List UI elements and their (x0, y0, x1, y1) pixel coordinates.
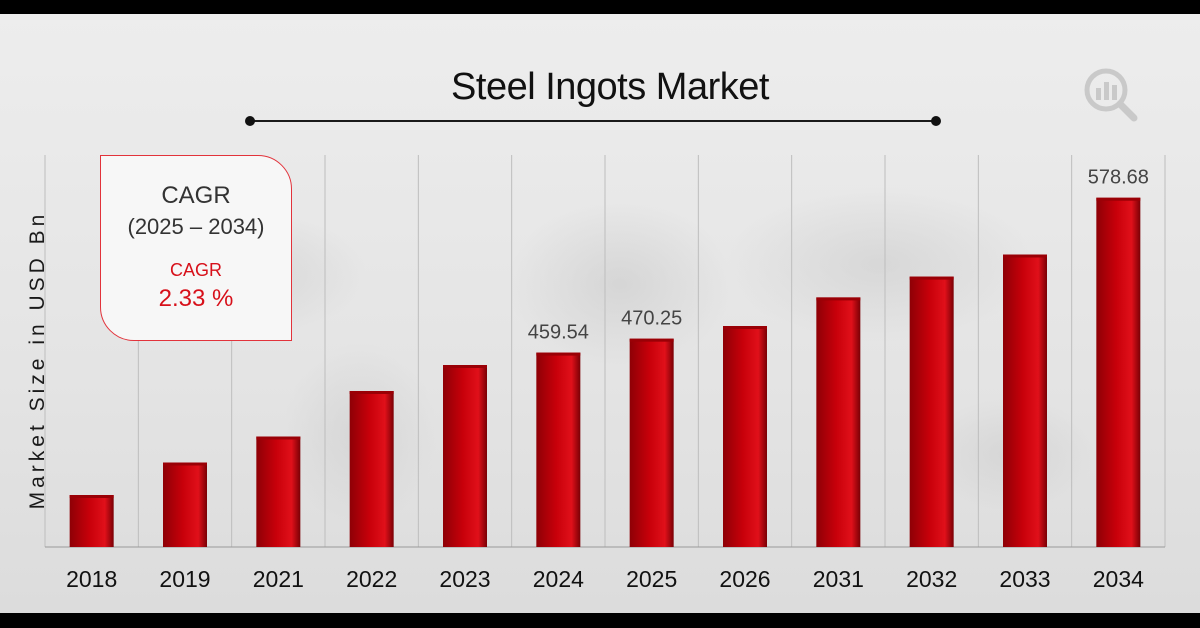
x-tick-label: 2032 (906, 566, 957, 592)
cagr-callout: CAGR (2025 – 2034) CAGR 2.33 % (100, 155, 292, 341)
chart-title: Steel Ingots Market (451, 66, 769, 108)
x-tick-label: 2023 (439, 566, 490, 592)
bar-2032 (909, 276, 954, 547)
x-tick-label: 2034 (1093, 566, 1144, 592)
cagr-value: 2.33 % (158, 285, 234, 312)
bar-top-2026 (723, 326, 767, 329)
data-label-2025: 470.25 (621, 308, 682, 330)
cagr-title: CAGR (161, 182, 231, 209)
x-tick-label: 2025 (626, 566, 677, 592)
bar-2026 (723, 326, 767, 547)
bar-top-2019 (163, 462, 207, 466)
data-label-2024: 459.54 (528, 322, 589, 344)
bar-chart-magnifier-icon (1084, 68, 1138, 122)
x-tick-label: 2019 (159, 566, 210, 592)
bar-top-2024 (536, 352, 581, 356)
bar-top-2033 (1003, 254, 1047, 258)
x-tick-label: 2022 (346, 566, 397, 592)
title-underline-right-dot (931, 116, 941, 126)
bar-2019 (163, 462, 207, 547)
cagr-period: (2025 – 2034) (127, 214, 265, 239)
bar-top-2023 (443, 365, 487, 368)
x-tick-label: 2024 (533, 566, 584, 592)
bar-2022 (349, 391, 394, 547)
title-underline-left-dot (245, 116, 255, 126)
bar-top-2034 (1096, 197, 1141, 201)
bar-2025 (629, 338, 674, 547)
x-tick-label: 2021 (253, 566, 304, 592)
cagr-label: CAGR (169, 260, 222, 280)
x-tick-label: 2031 (813, 566, 864, 592)
bar-2031 (816, 297, 861, 547)
bar-2034 (1096, 197, 1141, 547)
bar-top-2032 (909, 276, 954, 280)
x-tick-label: 2018 (66, 566, 117, 592)
data-label-2034: 578.68 (1088, 167, 1149, 189)
bar-top-2018 (69, 495, 114, 498)
bar-2023 (443, 365, 487, 547)
bar-2021 (256, 436, 301, 547)
bar-top-2022 (349, 391, 394, 394)
bar-top-2031 (816, 297, 861, 301)
bar-2018 (69, 495, 114, 547)
bar-top-2021 (256, 436, 301, 440)
bar-2033 (1003, 254, 1047, 547)
x-tick-label: 2026 (719, 566, 770, 592)
x-tick-label: 2033 (999, 566, 1050, 592)
bar-top-2025 (629, 338, 674, 342)
bar-2024 (536, 352, 581, 547)
title-underline (250, 120, 936, 122)
